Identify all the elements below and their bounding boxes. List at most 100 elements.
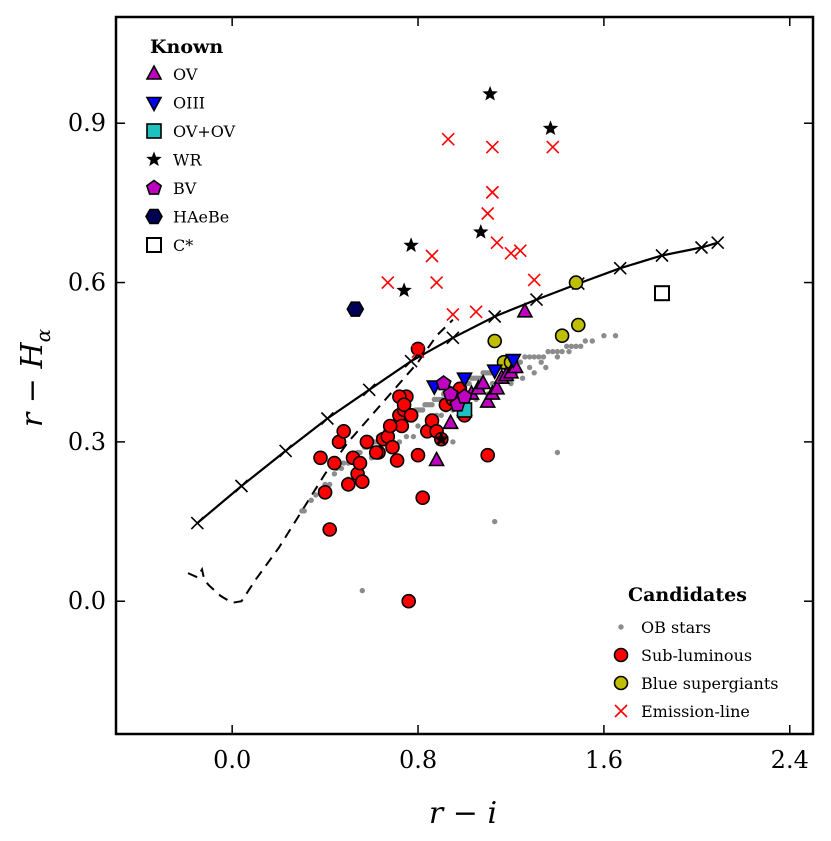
- main-sequence-tick-mark: [711, 236, 725, 250]
- legend-candidates-title: Candidates: [628, 584, 747, 606]
- point-sub-luminous: [336, 423, 352, 439]
- point-wr: [482, 85, 498, 101]
- point-ob-stars: [540, 354, 547, 360]
- y-tick-label: 0.0: [68, 587, 106, 615]
- legend-marker-bv: [145, 179, 163, 195]
- main-sequence-line: [196, 241, 719, 524]
- main-sequence-tick-mark: [529, 293, 544, 307]
- point-sub-luminous: [368, 445, 384, 460]
- y-axis-label-subscript: α: [31, 328, 55, 342]
- legend-label-blue-supergiants: Blue supergiants: [641, 674, 778, 693]
- series-bv: [435, 375, 473, 412]
- point-emission-line: [411, 345, 425, 359]
- point-sub-luminous: [385, 439, 400, 455]
- point-wr: [542, 120, 559, 136]
- point-emission-line: [527, 273, 541, 287]
- main-sequence-tick-mark: [234, 479, 249, 493]
- point-c: [654, 285, 670, 302]
- point-ob-stars: [538, 359, 544, 365]
- legend-known: Known OV OIII OV+OV WR BV HAeBe C*: [145, 36, 236, 255]
- point-ob-stars: [301, 508, 307, 514]
- point-ov: [442, 413, 459, 430]
- point-ob-stars: [489, 380, 496, 387]
- point-ob-stars: [327, 481, 333, 488]
- main-sequence-tick-mark: [613, 261, 627, 275]
- main-sequence-tick-mark: [404, 354, 418, 368]
- point-emission-line: [425, 249, 439, 263]
- point-ob-stars: [517, 359, 523, 365]
- legend-label-oiii: OIII: [173, 94, 205, 113]
- point-emission-line: [441, 132, 455, 146]
- point-ob-stars: [554, 348, 561, 355]
- point-ob-stars: [559, 348, 565, 355]
- point-blue-supergiants: [554, 328, 570, 344]
- point-emission-line: [513, 244, 527, 258]
- point-ob-stars: [410, 433, 417, 440]
- point-sub-luminous: [396, 397, 412, 413]
- point-ob-stars: [601, 333, 607, 339]
- point-ob-stars: [438, 412, 444, 418]
- x-tick-label: 0.8: [399, 746, 437, 774]
- point-ob-stars: [573, 343, 579, 349]
- point-sub-luminous: [480, 447, 496, 463]
- point-bv: [435, 375, 452, 391]
- point-wr: [473, 223, 489, 239]
- legend-label-sub-luminous: Sub-luminous: [641, 646, 752, 665]
- point-ob-stars: [450, 439, 456, 445]
- point-ob-stars: [531, 354, 537, 360]
- point-blue-supergiants: [487, 333, 503, 349]
- legend-marker-c: [146, 237, 162, 253]
- point-ob-stars: [543, 364, 549, 371]
- legend-label-ov-ov: OV+OV: [173, 122, 236, 141]
- point-sub-luminous: [352, 455, 368, 471]
- point-ob-stars: [589, 338, 595, 344]
- reddening-dashed-line: [187, 318, 454, 604]
- point-ob-stars: [331, 471, 338, 477]
- legend-known-title: Known: [150, 36, 223, 58]
- y-tick-label: 0.9: [68, 109, 106, 137]
- point-ob-stars: [554, 354, 561, 360]
- legend-marker-emission-line: [614, 704, 628, 718]
- point-ob-stars: [492, 518, 498, 525]
- main-sequence-tick-mark: [694, 240, 709, 255]
- point-ob-stars: [466, 380, 472, 387]
- point-ob-stars: [554, 449, 561, 456]
- point-ob-stars: [531, 370, 537, 376]
- point-emission-line: [490, 236, 504, 250]
- point-ob-stars: [508, 380, 514, 387]
- point-sub-luminous: [401, 593, 417, 609]
- point-ov: [474, 373, 492, 390]
- main-sequence-curve: [190, 236, 725, 530]
- legend-candidates: Candidates OB stars Sub-luminous Blue supe…: [613, 584, 778, 721]
- point-sub-luminous: [410, 447, 426, 463]
- point-sub-luminous: [354, 474, 370, 490]
- y-axis-label-main: r − H: [15, 342, 50, 428]
- point-ob-stars: [359, 587, 365, 594]
- point-oiii: [486, 364, 504, 380]
- point-sub-luminous: [359, 434, 375, 450]
- point-emission-line: [381, 276, 395, 290]
- point-ob-stars: [341, 460, 347, 466]
- point-emission-line: [446, 307, 460, 321]
- point-ov: [516, 302, 534, 318]
- point-sub-luminous: [313, 450, 328, 466]
- point-sub-luminous: [389, 453, 405, 468]
- point-wr: [433, 431, 450, 446]
- legend-label-ob-stars: OB stars: [641, 618, 711, 637]
- legend-label-emission-line: Emission-line: [641, 702, 750, 721]
- reddening-dashed-curve: [187, 318, 454, 604]
- plot-frame: [114, 15, 815, 736]
- point-ob-stars: [578, 343, 584, 349]
- point-emission-line: [481, 206, 495, 221]
- point-oiii: [456, 372, 473, 388]
- point-ov: [479, 392, 497, 408]
- series-ob-stars: [299, 333, 619, 594]
- point-sub-luminous: [415, 490, 431, 506]
- point-sub-luminous: [382, 418, 398, 434]
- legend-label-haebe: HAeBe: [173, 208, 229, 227]
- point-ob-stars: [566, 348, 572, 355]
- point-ob-stars: [519, 375, 526, 381]
- point-emission-line: [485, 140, 499, 154]
- point-ob-stars: [429, 402, 435, 408]
- point-ob-stars: [526, 364, 533, 371]
